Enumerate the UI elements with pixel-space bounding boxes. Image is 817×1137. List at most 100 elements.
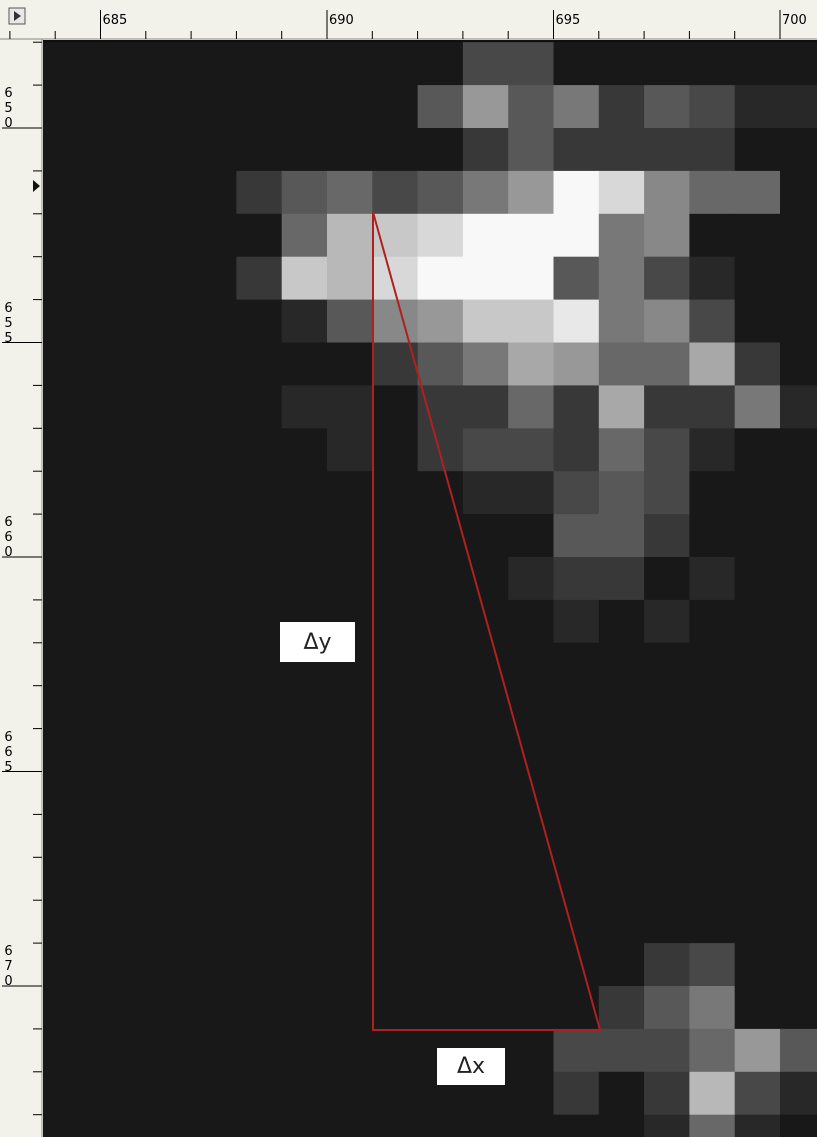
ruler-label: 650 (2, 86, 16, 131)
pixel (372, 1115, 418, 1137)
pixel (146, 428, 192, 471)
pixel (689, 514, 735, 557)
pixel (191, 214, 237, 257)
pixel (191, 471, 237, 514)
pixel (191, 557, 237, 600)
pixel (735, 814, 781, 857)
pixel (599, 772, 645, 815)
pixel (55, 128, 101, 171)
pixel (101, 814, 147, 857)
pixel (372, 171, 418, 214)
pixel (554, 257, 600, 300)
pixel (735, 686, 781, 729)
pixel (599, 428, 645, 471)
pixel (554, 300, 600, 343)
pixel (236, 257, 282, 300)
pixel (599, 343, 645, 386)
pixel (236, 300, 282, 343)
pixel (418, 900, 464, 943)
pixel (236, 471, 282, 514)
pixel (644, 471, 690, 514)
pixel (418, 943, 464, 986)
pixel (463, 171, 509, 214)
pixel (236, 900, 282, 943)
pixel (418, 857, 464, 900)
pixel (735, 729, 781, 772)
pixel (282, 300, 328, 343)
pixel (689, 857, 735, 900)
pixel (780, 1029, 817, 1072)
pixel (55, 986, 101, 1029)
pixel (508, 1072, 554, 1115)
pixel (463, 686, 509, 729)
pixel (282, 986, 328, 1029)
pixel (644, 42, 690, 85)
pixel (236, 729, 282, 772)
pixel (508, 42, 554, 85)
pixel (463, 900, 509, 943)
pixel (599, 814, 645, 857)
pixel (327, 857, 373, 900)
pixel (372, 686, 418, 729)
pixel (327, 814, 373, 857)
pixel (372, 986, 418, 1029)
pixel (101, 171, 147, 214)
pixel (463, 428, 509, 471)
pixel (463, 42, 509, 85)
pixel (101, 1115, 147, 1137)
pixel (191, 300, 237, 343)
pixel (327, 128, 373, 171)
pixel (55, 514, 101, 557)
pixel (689, 428, 735, 471)
pixel (508, 986, 554, 1029)
pixel (191, 85, 237, 128)
delta-x-label: Δx (437, 1048, 505, 1085)
pixel (689, 943, 735, 986)
pixel (554, 900, 600, 943)
pixel (780, 343, 817, 386)
pixel (372, 128, 418, 171)
pixel (599, 943, 645, 986)
pixel (735, 1115, 781, 1137)
pixel (191, 814, 237, 857)
pixel (418, 343, 464, 386)
pixel (146, 1029, 192, 1072)
pixel (463, 385, 509, 428)
pixel (463, 772, 509, 815)
pixel (689, 171, 735, 214)
pixel (327, 343, 373, 386)
pixel (101, 1072, 147, 1115)
pixel (780, 471, 817, 514)
pixel (599, 857, 645, 900)
pixel (372, 428, 418, 471)
delta-y-label: Δy (280, 622, 355, 662)
pixel (599, 471, 645, 514)
pixel-image (10, 40, 817, 1137)
pixel (599, 42, 645, 85)
pixel (554, 643, 600, 686)
pixel (508, 214, 554, 257)
pixel (463, 214, 509, 257)
pixel (689, 385, 735, 428)
pixel (236, 42, 282, 85)
pixel (735, 214, 781, 257)
pixel (282, 1072, 328, 1115)
pixel (644, 428, 690, 471)
pixel (554, 214, 600, 257)
pixel (644, 600, 690, 643)
pixel (780, 814, 817, 857)
pixel (689, 1029, 735, 1072)
pixel (282, 385, 328, 428)
pixel (644, 1072, 690, 1115)
pixel (644, 85, 690, 128)
pixel (236, 857, 282, 900)
pixel (282, 257, 328, 300)
pixel (644, 814, 690, 857)
pixel (508, 600, 554, 643)
pixel (508, 943, 554, 986)
pixel (418, 772, 464, 815)
pixel (644, 214, 690, 257)
pixel (644, 943, 690, 986)
pixel (780, 257, 817, 300)
pixel (780, 171, 817, 214)
